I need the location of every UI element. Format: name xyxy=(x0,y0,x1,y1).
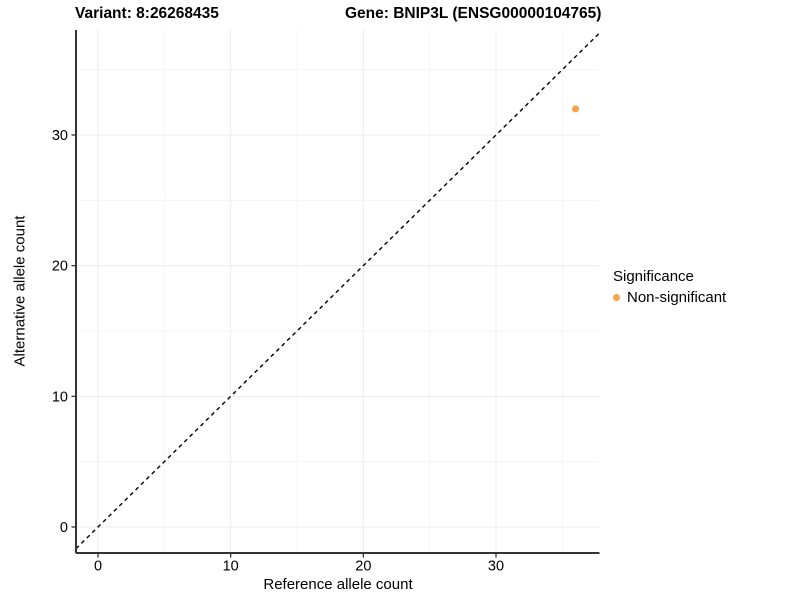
legend: Significance Non-significant xyxy=(613,268,726,306)
x-tick-label: 0 xyxy=(94,559,102,575)
legend-point-icon xyxy=(613,294,620,301)
legend-item-label: Non-significant xyxy=(627,289,727,306)
plot-title-variant: Variant: 8:26268435 xyxy=(75,5,219,22)
data-point xyxy=(572,105,580,113)
y-tick-label: 30 xyxy=(52,128,68,144)
y-tick-label: 0 xyxy=(60,520,68,536)
y-tick-label: 10 xyxy=(52,389,68,405)
y-axis-title: Alternative allele count xyxy=(11,215,29,367)
legend-item: Non-significant xyxy=(613,289,726,306)
x-tick-label: 30 xyxy=(488,559,504,575)
x-tick-label: 10 xyxy=(223,559,239,575)
plot-title-gene: Gene: BNIP3L (ENSG00000104765) xyxy=(345,5,602,22)
y-tick-label: 20 xyxy=(52,259,68,275)
legend-title: Significance xyxy=(613,268,694,285)
x-tick-label: 20 xyxy=(355,559,371,575)
x-axis-title: Reference allele count xyxy=(263,576,413,593)
identity-line xyxy=(75,32,600,550)
